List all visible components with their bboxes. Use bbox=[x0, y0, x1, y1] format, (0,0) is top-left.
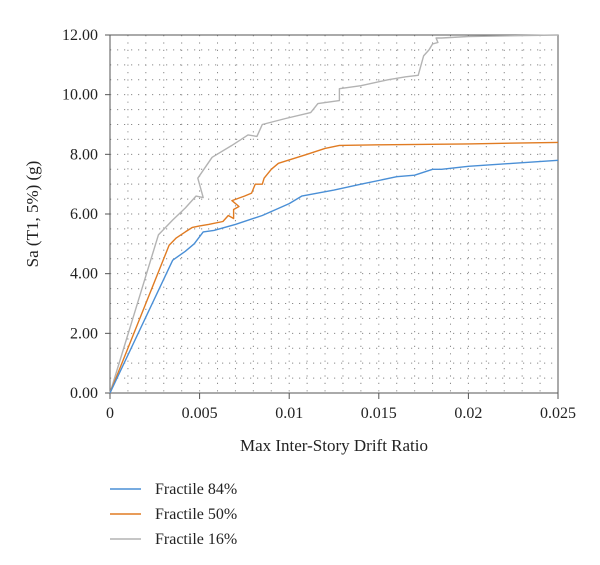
x-axis-title: Max Inter-Story Drift Ratio bbox=[240, 436, 428, 455]
y-axis: 0.00 2.00 4.00 6.00 8.00 10.00 12.00 bbox=[62, 27, 110, 402]
series-line-fractile-16 bbox=[109, 34, 559, 394]
grid bbox=[110, 35, 558, 393]
y-tick-label: 0.00 bbox=[70, 385, 98, 402]
y-tick-label: 10.00 bbox=[62, 87, 98, 104]
x-tick-label: 0.015 bbox=[361, 405, 397, 422]
y-tick-label: 2.00 bbox=[70, 325, 98, 342]
series-line-fractile-50 bbox=[109, 141, 559, 394]
x-tick-label: 0.025 bbox=[540, 405, 576, 422]
x-tick-label: 0 bbox=[106, 405, 114, 422]
x-tick-label: 0.02 bbox=[454, 405, 482, 422]
series-lines bbox=[109, 34, 559, 394]
x-tick-label: 0.01 bbox=[275, 405, 303, 422]
y-tick-label: 12.00 bbox=[62, 27, 98, 44]
legend-label-fractile-84: Fractile 84% bbox=[155, 481, 237, 498]
legend: Fractile 84% Fractile 50% Fractile 16% bbox=[110, 481, 237, 548]
x-tick-label: 0.005 bbox=[182, 405, 218, 422]
legend-label-fractile-50: Fractile 50% bbox=[155, 506, 237, 523]
series-line-fractile-84 bbox=[109, 159, 559, 394]
y-tick-label: 8.00 bbox=[70, 146, 98, 163]
y-tick-label: 4.00 bbox=[70, 266, 98, 283]
y-tick-label: 6.00 bbox=[70, 206, 98, 223]
y-axis-title: Sa (T1, 5%) (g) bbox=[23, 161, 42, 268]
legend-label-fractile-16: Fractile 16% bbox=[155, 531, 237, 548]
x-axis: 0 0.005 0.01 0.015 0.02 0.025 bbox=[106, 393, 576, 422]
